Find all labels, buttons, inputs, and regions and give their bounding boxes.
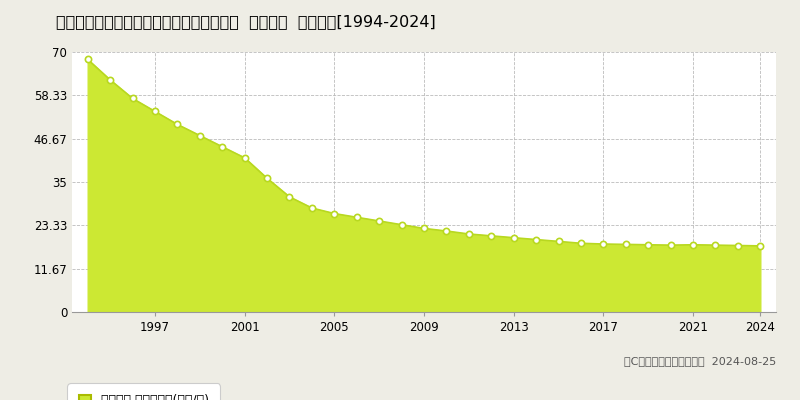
Legend: 地価公示 平均坪単価(万円/坪): 地価公示 平均坪単価(万円/坪) [71,387,217,400]
Text: 鳥取県米子市東福原５丁目５８８番１６外  地価公示  地価推移[1994-2024]: 鳥取県米子市東福原５丁目５８８番１６外 地価公示 地価推移[1994-2024] [56,14,436,29]
Text: （C）土地価格ドットコム  2024-08-25: （C）土地価格ドットコム 2024-08-25 [624,356,776,366]
